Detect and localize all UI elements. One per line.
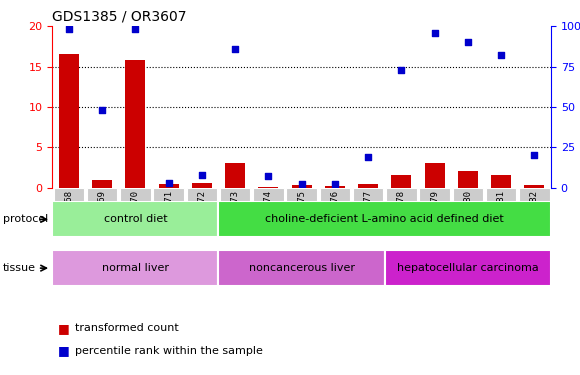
Text: ■: ■	[58, 322, 70, 334]
Text: control diet: control diet	[103, 214, 167, 224]
Text: hepatocellular carcinoma: hepatocellular carcinoma	[397, 263, 539, 273]
Bar	[287, 188, 317, 230]
Bar	[125, 60, 146, 188]
Bar	[386, 188, 416, 230]
Point	[530, 152, 539, 158]
Text: GSM35174: GSM35174	[264, 190, 273, 232]
Point	[397, 67, 406, 73]
Bar	[258, 187, 278, 188]
Point	[297, 181, 306, 187]
Bar	[53, 188, 84, 230]
Bar	[392, 176, 411, 188]
Point	[264, 173, 273, 179]
Bar	[385, 250, 551, 286]
Point	[130, 27, 140, 33]
Text: GSM35170: GSM35170	[131, 190, 140, 232]
Bar	[253, 188, 284, 230]
Text: GSM35178: GSM35178	[397, 190, 406, 232]
Point	[164, 180, 173, 186]
Bar	[120, 188, 151, 230]
Bar	[158, 184, 179, 188]
Point	[463, 39, 473, 45]
Point	[496, 52, 506, 58]
Bar	[92, 180, 112, 188]
Text: GSM35169: GSM35169	[97, 190, 107, 232]
Bar	[219, 250, 385, 286]
Bar	[225, 164, 245, 188]
Point	[64, 27, 74, 33]
Point	[430, 30, 439, 36]
Text: choline-deficient L-amino acid defined diet: choline-deficient L-amino acid defined d…	[266, 214, 504, 224]
Bar	[52, 250, 219, 286]
Text: GSM35173: GSM35173	[231, 190, 240, 232]
Text: ■: ■	[58, 344, 70, 357]
Text: GSM35171: GSM35171	[164, 190, 173, 232]
Text: GSM35177: GSM35177	[364, 190, 372, 232]
Bar	[519, 188, 550, 230]
Text: GSM35180: GSM35180	[463, 190, 472, 232]
Text: noncancerous liver: noncancerous liver	[249, 263, 354, 273]
Point	[364, 154, 373, 160]
Text: normal liver: normal liver	[102, 263, 169, 273]
Bar	[59, 54, 79, 188]
Bar	[491, 176, 511, 188]
Bar	[187, 188, 217, 230]
Text: GSM35175: GSM35175	[297, 190, 306, 232]
Bar	[353, 188, 383, 230]
Bar	[87, 188, 117, 230]
Point	[197, 172, 206, 178]
Bar	[325, 186, 345, 188]
Bar	[192, 183, 212, 188]
Bar	[458, 171, 478, 188]
Text: GSM35172: GSM35172	[197, 190, 206, 232]
Text: GSM35168: GSM35168	[64, 190, 73, 232]
Bar	[358, 184, 378, 188]
Bar	[419, 188, 450, 230]
Text: GSM35182: GSM35182	[530, 190, 539, 232]
Text: GDS1385 / OR3607: GDS1385 / OR3607	[52, 10, 187, 24]
Bar	[153, 188, 184, 230]
Bar	[486, 188, 516, 230]
Bar	[220, 188, 251, 230]
Bar	[524, 185, 545, 188]
Text: protocol: protocol	[3, 214, 48, 224]
Bar	[425, 164, 445, 188]
Point	[230, 46, 240, 52]
Bar	[452, 188, 483, 230]
Text: GSM35176: GSM35176	[331, 190, 339, 232]
Text: tissue: tissue	[3, 263, 36, 273]
Point	[97, 107, 107, 113]
Text: GSM35181: GSM35181	[496, 190, 506, 232]
Bar	[52, 201, 219, 237]
Point	[330, 181, 339, 187]
Bar	[219, 201, 551, 237]
Text: percentile rank within the sample: percentile rank within the sample	[75, 346, 263, 355]
Text: GSM35179: GSM35179	[430, 190, 439, 232]
Bar	[320, 188, 350, 230]
Text: transformed count: transformed count	[75, 323, 179, 333]
Bar	[292, 185, 311, 188]
